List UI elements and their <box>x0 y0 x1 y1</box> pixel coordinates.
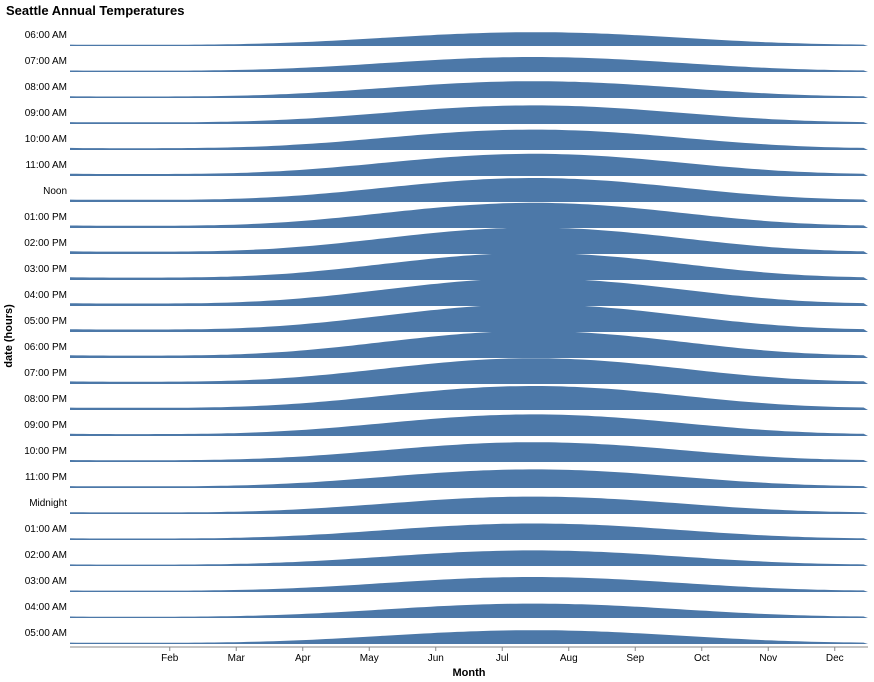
ridge-row: 07:00 AM <box>25 56 868 72</box>
ridge-row: 03:00 AM <box>25 576 868 592</box>
ridge-row: 08:00 PM <box>24 386 868 410</box>
row-label: 05:00 AM <box>25 628 67 639</box>
ridge-area <box>70 153 868 176</box>
ridge-rows: 06:00 AM 07:00 AM 08:00 AM 09:00 AM 10:00 AM… <box>24 30 868 644</box>
row-label: 04:00 PM <box>24 290 67 301</box>
x-tick-label: Mar <box>228 653 246 664</box>
ridge-area <box>70 386 868 410</box>
row-label: 06:00 AM <box>25 30 67 41</box>
x-tick-label: Apr <box>295 653 311 664</box>
row-label: 08:00 AM <box>25 82 67 93</box>
ridge-row: 02:00 PM <box>24 227 868 254</box>
ridge-row: 01:00 PM <box>24 202 868 228</box>
ridge-area <box>70 414 868 436</box>
ridge-row: 07:00 PM <box>24 358 868 384</box>
x-tick-label: Oct <box>694 653 710 664</box>
ridge-row: 04:00 AM <box>25 602 868 618</box>
row-label: 07:00 PM <box>24 368 67 379</box>
ridge-area <box>70 178 868 202</box>
row-label: 07:00 AM <box>25 56 67 67</box>
ridge-area <box>70 358 868 384</box>
ridge-row: 11:00 PM <box>25 469 868 488</box>
row-label: 03:00 AM <box>25 576 67 587</box>
ridge-row: 09:00 AM <box>25 105 868 124</box>
ridge-area <box>70 202 868 228</box>
ridge-area <box>70 304 868 332</box>
row-label: Noon <box>43 186 67 197</box>
ridge-row: 04:00 PM <box>24 278 868 306</box>
ridge-area <box>70 630 868 644</box>
row-label: 10:00 AM <box>25 134 67 145</box>
ridge-area <box>70 523 868 540</box>
ridge-row: 06:00 PM <box>24 331 868 358</box>
x-tick-label: Jul <box>496 653 509 664</box>
ridge-area <box>70 577 868 592</box>
ridge-row: 10:00 AM <box>25 129 868 150</box>
ridge-row: 05:00 PM <box>24 304 868 332</box>
ridge-area <box>70 57 868 72</box>
x-tick-label: May <box>360 653 379 664</box>
ridge-area <box>70 278 868 306</box>
ridge-row: 01:00 AM <box>25 523 868 540</box>
ridge-row: Noon <box>43 178 868 202</box>
x-axis-title: Month <box>453 667 486 679</box>
ridge-area <box>70 81 868 98</box>
ridge-area <box>70 227 868 254</box>
ridge-area <box>70 105 868 124</box>
ridge-area <box>70 32 868 46</box>
ridge-area <box>70 496 868 514</box>
x-axis: Feb Mar Apr May Jun Jul Aug Sep Oct Nov Dec <box>70 646 868 664</box>
ridge-row: Midnight <box>29 496 868 514</box>
ridge-area <box>70 550 868 566</box>
row-label: 08:00 PM <box>24 394 67 405</box>
row-label: 11:00 PM <box>25 472 67 483</box>
x-tick-label: Sep <box>626 653 644 664</box>
ridge-area <box>70 603 868 618</box>
row-label: 02:00 PM <box>24 238 67 249</box>
row-label: 11:00 AM <box>25 160 67 171</box>
row-label: 02:00 AM <box>25 550 67 561</box>
x-tick-label: Feb <box>161 653 179 664</box>
x-tick-label: Nov <box>759 653 777 664</box>
ridge-row: 02:00 AM <box>25 550 868 566</box>
ridge-row: 03:00 PM <box>24 253 868 280</box>
ridge-area <box>70 253 868 280</box>
chart-title: Seattle Annual Temperatures <box>6 3 184 18</box>
ridge-row: 11:00 AM <box>25 153 868 176</box>
y-axis-title: date (hours) <box>3 304 15 368</box>
row-label: 03:00 PM <box>24 264 67 275</box>
row-label: 09:00 PM <box>24 420 67 431</box>
row-label: Midnight <box>29 498 67 509</box>
row-label: 04:00 AM <box>25 602 67 613</box>
row-label: 01:00 PM <box>24 212 67 223</box>
row-label: 06:00 PM <box>24 342 67 353</box>
row-label: 09:00 AM <box>25 108 67 119</box>
ridge-area <box>70 129 868 150</box>
ridge-area <box>70 469 868 488</box>
x-tick-label: Aug <box>560 653 578 664</box>
row-label: 10:00 PM <box>24 446 67 457</box>
ridge-row: 08:00 AM <box>25 81 868 98</box>
ridge-area <box>70 331 868 358</box>
ridge-row: 05:00 AM <box>25 628 868 644</box>
x-tick-label: Jun <box>428 653 444 664</box>
row-label: 05:00 PM <box>24 316 67 327</box>
ridge-row: 10:00 PM <box>24 442 868 462</box>
ridge-area <box>70 442 868 462</box>
ridge-row: 09:00 PM <box>24 414 868 436</box>
x-tick-label: Dec <box>826 653 844 664</box>
ridge-row: 06:00 AM <box>25 30 868 46</box>
row-label: 01:00 AM <box>25 524 67 535</box>
